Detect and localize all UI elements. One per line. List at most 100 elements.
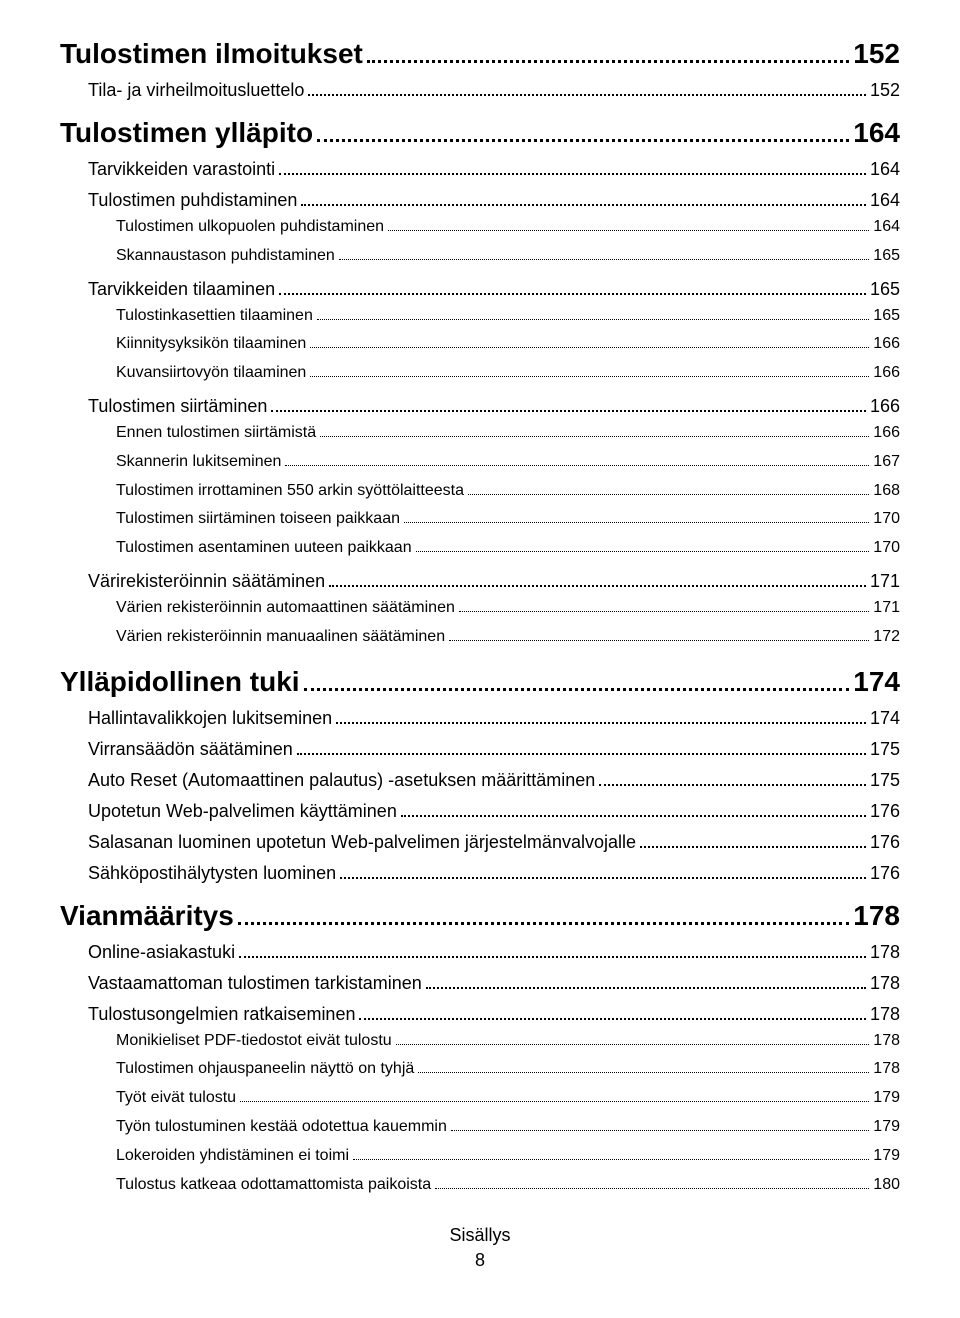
toc-entry: Lokeroiden yhdistäminen ei toimi 179 bbox=[116, 1144, 900, 1169]
toc-leader-dots bbox=[310, 365, 869, 377]
toc-entry-page: 165 bbox=[873, 244, 900, 269]
toc-leader-dots bbox=[367, 42, 849, 63]
toc-entry-label: Lokeroiden yhdistäminen ei toimi bbox=[116, 1144, 349, 1169]
page-footer: Sisällys 8 bbox=[60, 1225, 900, 1271]
toc-entry: Salasanan luominen upotetun Web-palvelim… bbox=[88, 832, 900, 853]
toc-entry-label: Tulostimen siirtäminen bbox=[88, 396, 267, 417]
toc-entry-label: Skannaustason puhdistaminen bbox=[116, 244, 335, 269]
toc-leader-dots bbox=[451, 1119, 869, 1131]
toc-entry-label: Upotetun Web-palvelimen käyttäminen bbox=[88, 801, 397, 822]
toc-entry-label: Tulostimen irrottaminen 550 arkin syöttö… bbox=[116, 479, 464, 504]
toc-entry-label: Kuvansiirtovyön tilaaminen bbox=[116, 361, 306, 386]
toc-entry-page: 178 bbox=[853, 900, 900, 932]
toc-leader-dots bbox=[308, 83, 866, 97]
toc-entry-label: Salasanan luominen upotetun Web-palvelim… bbox=[88, 832, 636, 853]
toc-entry-page: 176 bbox=[870, 832, 900, 853]
table-of-contents: Tulostimen ilmoitukset 152 Tila- ja virhei… bbox=[60, 38, 900, 1197]
toc-entry-page: 165 bbox=[870, 279, 900, 300]
toc-entry-label: Vianmääritys bbox=[60, 900, 234, 932]
toc-leader-dots bbox=[435, 1177, 869, 1189]
toc-leader-dots bbox=[279, 281, 866, 295]
toc-entry-label: Tulostimen asentaminen uuteen paikkaan bbox=[116, 536, 412, 561]
toc-entry-page: 166 bbox=[873, 361, 900, 386]
toc-entry-page: 178 bbox=[873, 1057, 900, 1082]
toc-entry-page: 179 bbox=[873, 1144, 900, 1169]
toc-leader-dots bbox=[317, 121, 849, 142]
toc-entry-label: Sähköpostihälytysten luominen bbox=[88, 863, 336, 884]
toc-entry: Online-asiakastuki178 bbox=[88, 942, 900, 963]
toc-leader-dots bbox=[359, 1006, 865, 1020]
toc-leader-dots bbox=[468, 483, 869, 495]
toc-entry-label: Kiinnitysyksikön tilaaminen bbox=[116, 332, 306, 357]
toc-entry-page: 168 bbox=[873, 479, 900, 504]
toc-leader-dots bbox=[297, 741, 866, 755]
toc-leader-dots bbox=[340, 865, 866, 879]
toc-entry: Skannaustason puhdistaminen 165 bbox=[116, 244, 900, 269]
toc-entry-page: 179 bbox=[873, 1115, 900, 1140]
toc-entry: Sähköpostihälytysten luominen176 bbox=[88, 863, 900, 884]
toc-entry-page: 175 bbox=[870, 739, 900, 760]
toc-entry-label: Tulostimen ulkopuolen puhdistaminen bbox=[116, 215, 384, 240]
toc-leader-dots bbox=[238, 904, 849, 925]
toc-leader-dots bbox=[459, 600, 869, 612]
toc-entry: Tulostus katkeaa odottamattomista paikoi… bbox=[116, 1173, 900, 1198]
toc-entry-page: 170 bbox=[873, 507, 900, 532]
toc-entry-page: 166 bbox=[870, 396, 900, 417]
toc-entry-label: Tulostimen ohjauspaneelin näyttö on tyhj… bbox=[116, 1057, 414, 1082]
toc-entry-label: Tulostimen ilmoitukset bbox=[60, 38, 363, 70]
toc-entry: Tulostimen ohjauspaneelin näyttö on tyhj… bbox=[116, 1057, 900, 1082]
toc-entry: Tulostimen puhdistaminen164 bbox=[88, 190, 900, 211]
toc-entry-label: Tarvikkeiden varastointi bbox=[88, 159, 275, 180]
toc-leader-dots bbox=[599, 772, 866, 786]
toc-entry: Tila- ja virheilmoitusluettelo152 bbox=[88, 80, 900, 101]
toc-entry: Värien rekisteröinnin manuaalinen säätäm… bbox=[116, 625, 900, 650]
toc-leader-dots bbox=[353, 1148, 869, 1160]
toc-entry-page: 174 bbox=[853, 666, 900, 698]
toc-entry-page: 178 bbox=[870, 942, 900, 963]
toc-leader-dots bbox=[640, 834, 866, 848]
toc-entry: Tulostimen asentaminen uuteen paikkaan17… bbox=[116, 536, 900, 561]
toc-entry-label: Skannerin lukitseminen bbox=[116, 450, 281, 475]
toc-leader-dots bbox=[404, 511, 869, 523]
toc-entry-page: 164 bbox=[870, 190, 900, 211]
toc-entry-label: Ylläpidollinen tuki bbox=[60, 666, 300, 698]
toc-entry-label: Auto Reset (Automaattinen palautus) -ase… bbox=[88, 770, 595, 791]
toc-entry-page: 178 bbox=[873, 1029, 900, 1054]
toc-entry-page: 164 bbox=[873, 215, 900, 240]
toc-leader-dots bbox=[240, 1090, 869, 1102]
toc-entry-page: 176 bbox=[870, 801, 900, 822]
toc-entry-label: Virransäädön säätäminen bbox=[88, 739, 293, 760]
toc-entry-label: Tarvikkeiden tilaaminen bbox=[88, 279, 275, 300]
toc-entry-label: Työt eivät tulostu bbox=[116, 1086, 236, 1111]
toc-entry: Ennen tulostimen siirtämistä166 bbox=[116, 421, 900, 446]
toc-leader-dots bbox=[310, 336, 869, 348]
toc-entry-page: 178 bbox=[870, 973, 900, 994]
footer-page-number: 8 bbox=[60, 1250, 900, 1271]
toc-entry-label: Vastaamattoman tulostimen tarkistaminen bbox=[88, 973, 422, 994]
toc-leader-dots bbox=[336, 710, 866, 724]
toc-entry: Tulostimen siirtäminen toiseen paikkaan1… bbox=[116, 507, 900, 532]
toc-leader-dots bbox=[279, 162, 866, 176]
toc-entry: Tarvikkeiden varastointi 164 bbox=[88, 159, 900, 180]
toc-entry-page: 152 bbox=[853, 38, 900, 70]
toc-entry: Kiinnitysyksikön tilaaminen166 bbox=[116, 332, 900, 357]
toc-leader-dots bbox=[449, 629, 869, 641]
toc-entry-page: 165 bbox=[873, 304, 900, 329]
toc-entry-label: Tulostusongelmien ratkaiseminen bbox=[88, 1004, 355, 1025]
toc-entry: Skannerin lukitseminen167 bbox=[116, 450, 900, 475]
toc-entry: Vianmääritys 178 bbox=[60, 900, 900, 932]
toc-entry-page: 171 bbox=[870, 571, 900, 592]
toc-entry: Tulostimen siirtäminen 166 bbox=[88, 396, 900, 417]
toc-entry: Värirekisteröinnin säätäminen171 bbox=[88, 571, 900, 592]
toc-entry: Työt eivät tulostu179 bbox=[116, 1086, 900, 1111]
toc-leader-dots bbox=[239, 944, 866, 958]
toc-entry-label: Hallintavalikkojen lukitseminen bbox=[88, 708, 332, 729]
toc-leader-dots bbox=[320, 425, 869, 437]
toc-entry-page: 164 bbox=[870, 159, 900, 180]
toc-entry: Tulostimen ylläpito164 bbox=[60, 117, 900, 149]
toc-entry-page: 172 bbox=[873, 625, 900, 650]
toc-entry: Auto Reset (Automaattinen palautus) -ase… bbox=[88, 770, 900, 791]
toc-leader-dots bbox=[304, 670, 850, 691]
toc-leader-dots bbox=[418, 1061, 869, 1073]
toc-leader-dots bbox=[285, 454, 869, 466]
